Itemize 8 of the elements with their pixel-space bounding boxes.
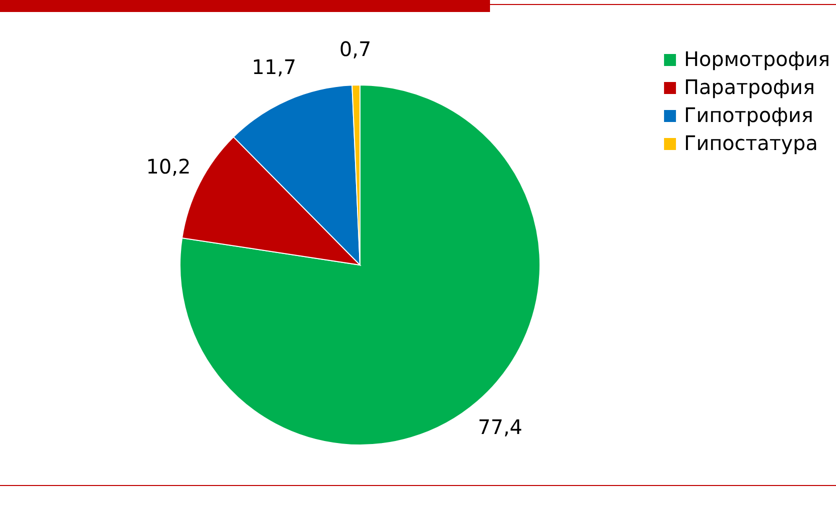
data-label: 11,7: [252, 54, 296, 79]
legend-label: Гипостатура: [684, 131, 818, 155]
data-label: 10,2: [146, 154, 191, 178]
legend-label: Нормотрофия: [684, 47, 830, 71]
data-label: 77,4: [478, 415, 522, 440]
data-label: 0,7: [339, 37, 372, 62]
legend-label: Гипотрофия: [684, 103, 814, 127]
legend-label: Паратрофия: [684, 75, 815, 99]
